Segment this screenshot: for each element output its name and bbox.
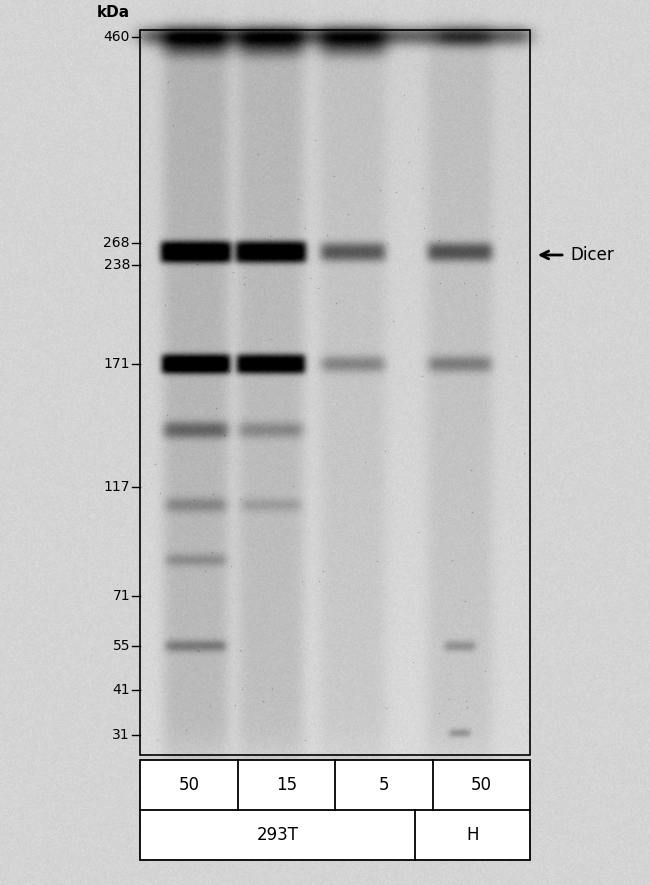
- Text: Dicer: Dicer: [570, 246, 614, 264]
- Text: H: H: [466, 826, 479, 844]
- Text: 50: 50: [471, 776, 492, 794]
- Text: 50: 50: [178, 776, 200, 794]
- Text: 55: 55: [112, 639, 130, 653]
- Bar: [140, 30, 530, 755]
- Bar: [140, 760, 530, 860]
- Text: kDa: kDa: [97, 5, 130, 20]
- Text: 41: 41: [112, 683, 130, 697]
- Text: 71: 71: [112, 589, 130, 603]
- Text: 238: 238: [103, 258, 130, 272]
- Text: 293T: 293T: [257, 826, 298, 844]
- Text: 15: 15: [276, 776, 297, 794]
- Text: 5: 5: [378, 776, 389, 794]
- Bar: [140, 760, 530, 860]
- Text: 117: 117: [103, 480, 130, 494]
- Text: 171: 171: [103, 357, 130, 371]
- Text: 268: 268: [103, 236, 130, 250]
- Text: 460: 460: [103, 30, 130, 44]
- Text: 31: 31: [112, 728, 130, 742]
